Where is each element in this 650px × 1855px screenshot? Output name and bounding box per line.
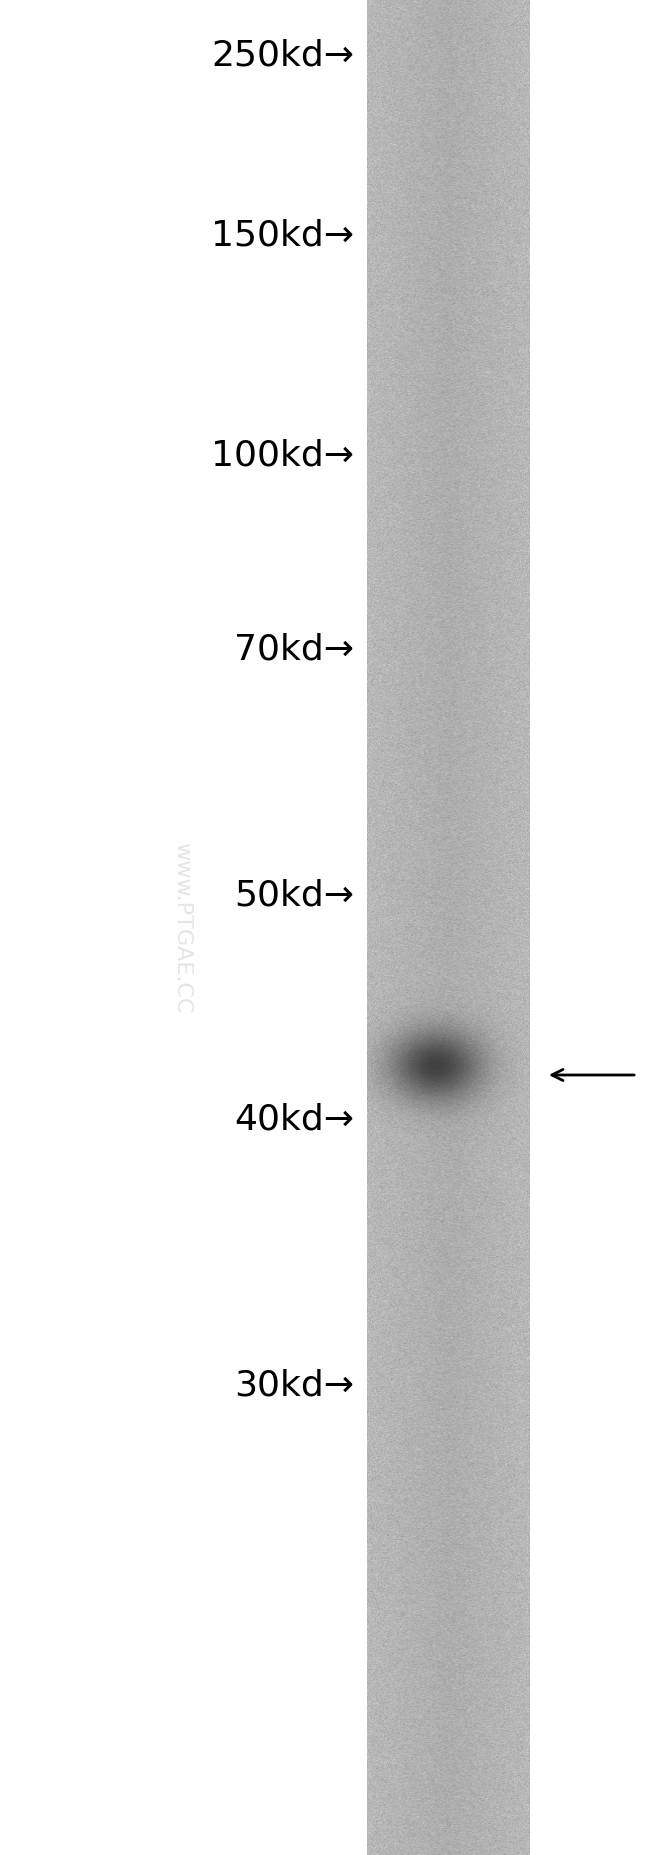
Text: 150kd→: 150kd→ <box>211 219 354 252</box>
Text: 30kd→: 30kd→ <box>234 1367 354 1402</box>
Text: 70kd→: 70kd→ <box>234 633 354 668</box>
Text: 100kd→: 100kd→ <box>211 438 354 471</box>
Text: 40kd→: 40kd→ <box>234 1104 354 1137</box>
Text: www.PTGAE.CC: www.PTGAE.CC <box>172 842 192 1013</box>
Text: 50kd→: 50kd→ <box>234 877 354 913</box>
Text: 250kd→: 250kd→ <box>211 37 354 72</box>
